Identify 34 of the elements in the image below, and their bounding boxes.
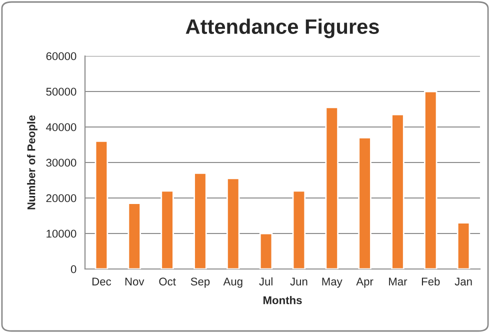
x-tick-label: Jun [290,278,308,286]
x-tick-label: Apr [356,278,374,288]
y-tick-label: 50000 [46,88,76,96]
y-tick-label: 30000 [46,158,76,167]
x-tick-label: Mar [389,278,408,286]
x-tick-label: Sep [190,278,210,288]
x-tick-label: Dec [92,278,112,286]
y-tick-label: 60000 [46,52,76,60]
x-tick-label: May [322,278,342,288]
x-tick-label: Feb [422,277,440,286]
y-tick-label: 20000 [46,194,76,202]
bar [292,190,306,269]
bar [94,140,108,269]
bar [128,202,141,269]
x-tick-label: Jan [454,278,472,286]
y-tick-label: 0 [70,265,76,274]
x-tick-label: Nov [125,278,144,286]
bar [226,178,240,269]
bar [424,90,438,269]
bar [325,106,338,269]
x-tick-label: Jul [259,277,272,286]
bar [391,114,404,269]
y-tick-label: 10000 [46,230,76,238]
bar [160,190,174,269]
x-tick-label: Oct [159,278,176,286]
bar [194,172,207,269]
x-tick-label: Aug [223,278,242,288]
bar [456,222,470,269]
bar [358,136,372,269]
bar [259,232,273,269]
chart-title: Attendance Figures [186,18,379,38]
x-axis-title: Months [263,296,302,304]
y-axis-title: Number of People [27,115,38,210]
y-tick-label: 40000 [46,123,76,132]
